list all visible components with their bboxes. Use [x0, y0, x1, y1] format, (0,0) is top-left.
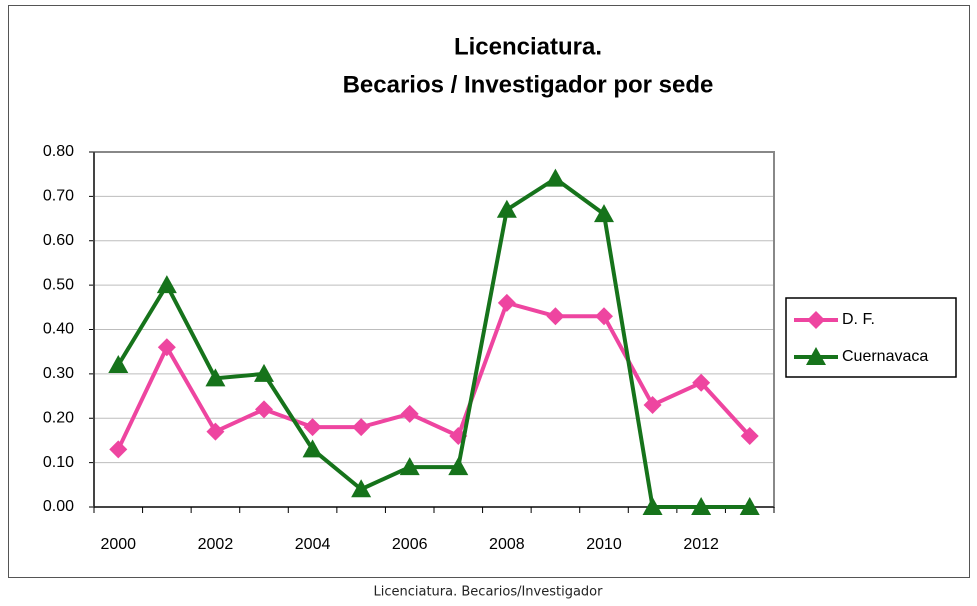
- data-point: [400, 404, 419, 423]
- data-point: [254, 363, 274, 382]
- data-point: [399, 457, 420, 476]
- data-point: [157, 338, 176, 357]
- data-point: [545, 168, 566, 187]
- chart-title: Licenciatura.: [454, 33, 602, 60]
- y-tick-label: 0.70: [43, 188, 74, 205]
- data-point: [691, 497, 712, 515]
- caption: Licenciatura. Becarios/Investigador: [374, 585, 604, 600]
- legend-label: D. F.: [842, 311, 875, 328]
- y-tick-label: 0.00: [43, 498, 74, 515]
- y-tick-label: 0.30: [43, 365, 74, 382]
- legend-marker: [806, 347, 826, 365]
- data-point: [255, 400, 273, 419]
- y-tick-label: 0.10: [43, 454, 74, 471]
- x-tick-label: 2010: [586, 536, 622, 553]
- data-point: [206, 422, 225, 441]
- data-point: [448, 457, 469, 476]
- data-point: [595, 307, 613, 326]
- x-tick-label: 2000: [100, 536, 136, 553]
- y-tick-label: 0.50: [43, 276, 74, 293]
- legend-label: Cuernavaca: [842, 348, 928, 365]
- data-point: [594, 204, 614, 223]
- data-point: [109, 440, 128, 459]
- y-tick-label: 0.60: [43, 232, 74, 249]
- data-point: [546, 307, 565, 326]
- data-point: [205, 368, 226, 387]
- data-point: [156, 275, 177, 294]
- data-point: [496, 199, 517, 218]
- chart-title: Becarios / Investigador por sede: [343, 71, 714, 98]
- series-line: [116, 300, 752, 451]
- data-point: [642, 497, 663, 515]
- x-tick-label: 2006: [392, 536, 428, 553]
- data-point: [740, 427, 759, 445]
- data-point: [352, 418, 371, 437]
- x-tick-label: 2002: [198, 536, 234, 553]
- data-point: [303, 418, 322, 437]
- y-tick-label: 0.40: [43, 321, 74, 338]
- y-tick-label: 0.80: [43, 143, 74, 160]
- data-point: [108, 355, 129, 373]
- x-tick-label: 2008: [489, 536, 525, 553]
- data-point: [497, 293, 516, 312]
- y-tick-label: 0.20: [43, 409, 74, 426]
- data-point: [739, 497, 760, 515]
- data-point: [643, 395, 662, 414]
- legend-marker: [807, 311, 825, 329]
- data-point: [692, 373, 711, 392]
- x-tick-label: 2004: [295, 536, 331, 553]
- data-point: [351, 479, 372, 498]
- x-tick-label: 2012: [683, 536, 719, 553]
- data-point: [302, 439, 323, 458]
- series-line: [116, 176, 750, 509]
